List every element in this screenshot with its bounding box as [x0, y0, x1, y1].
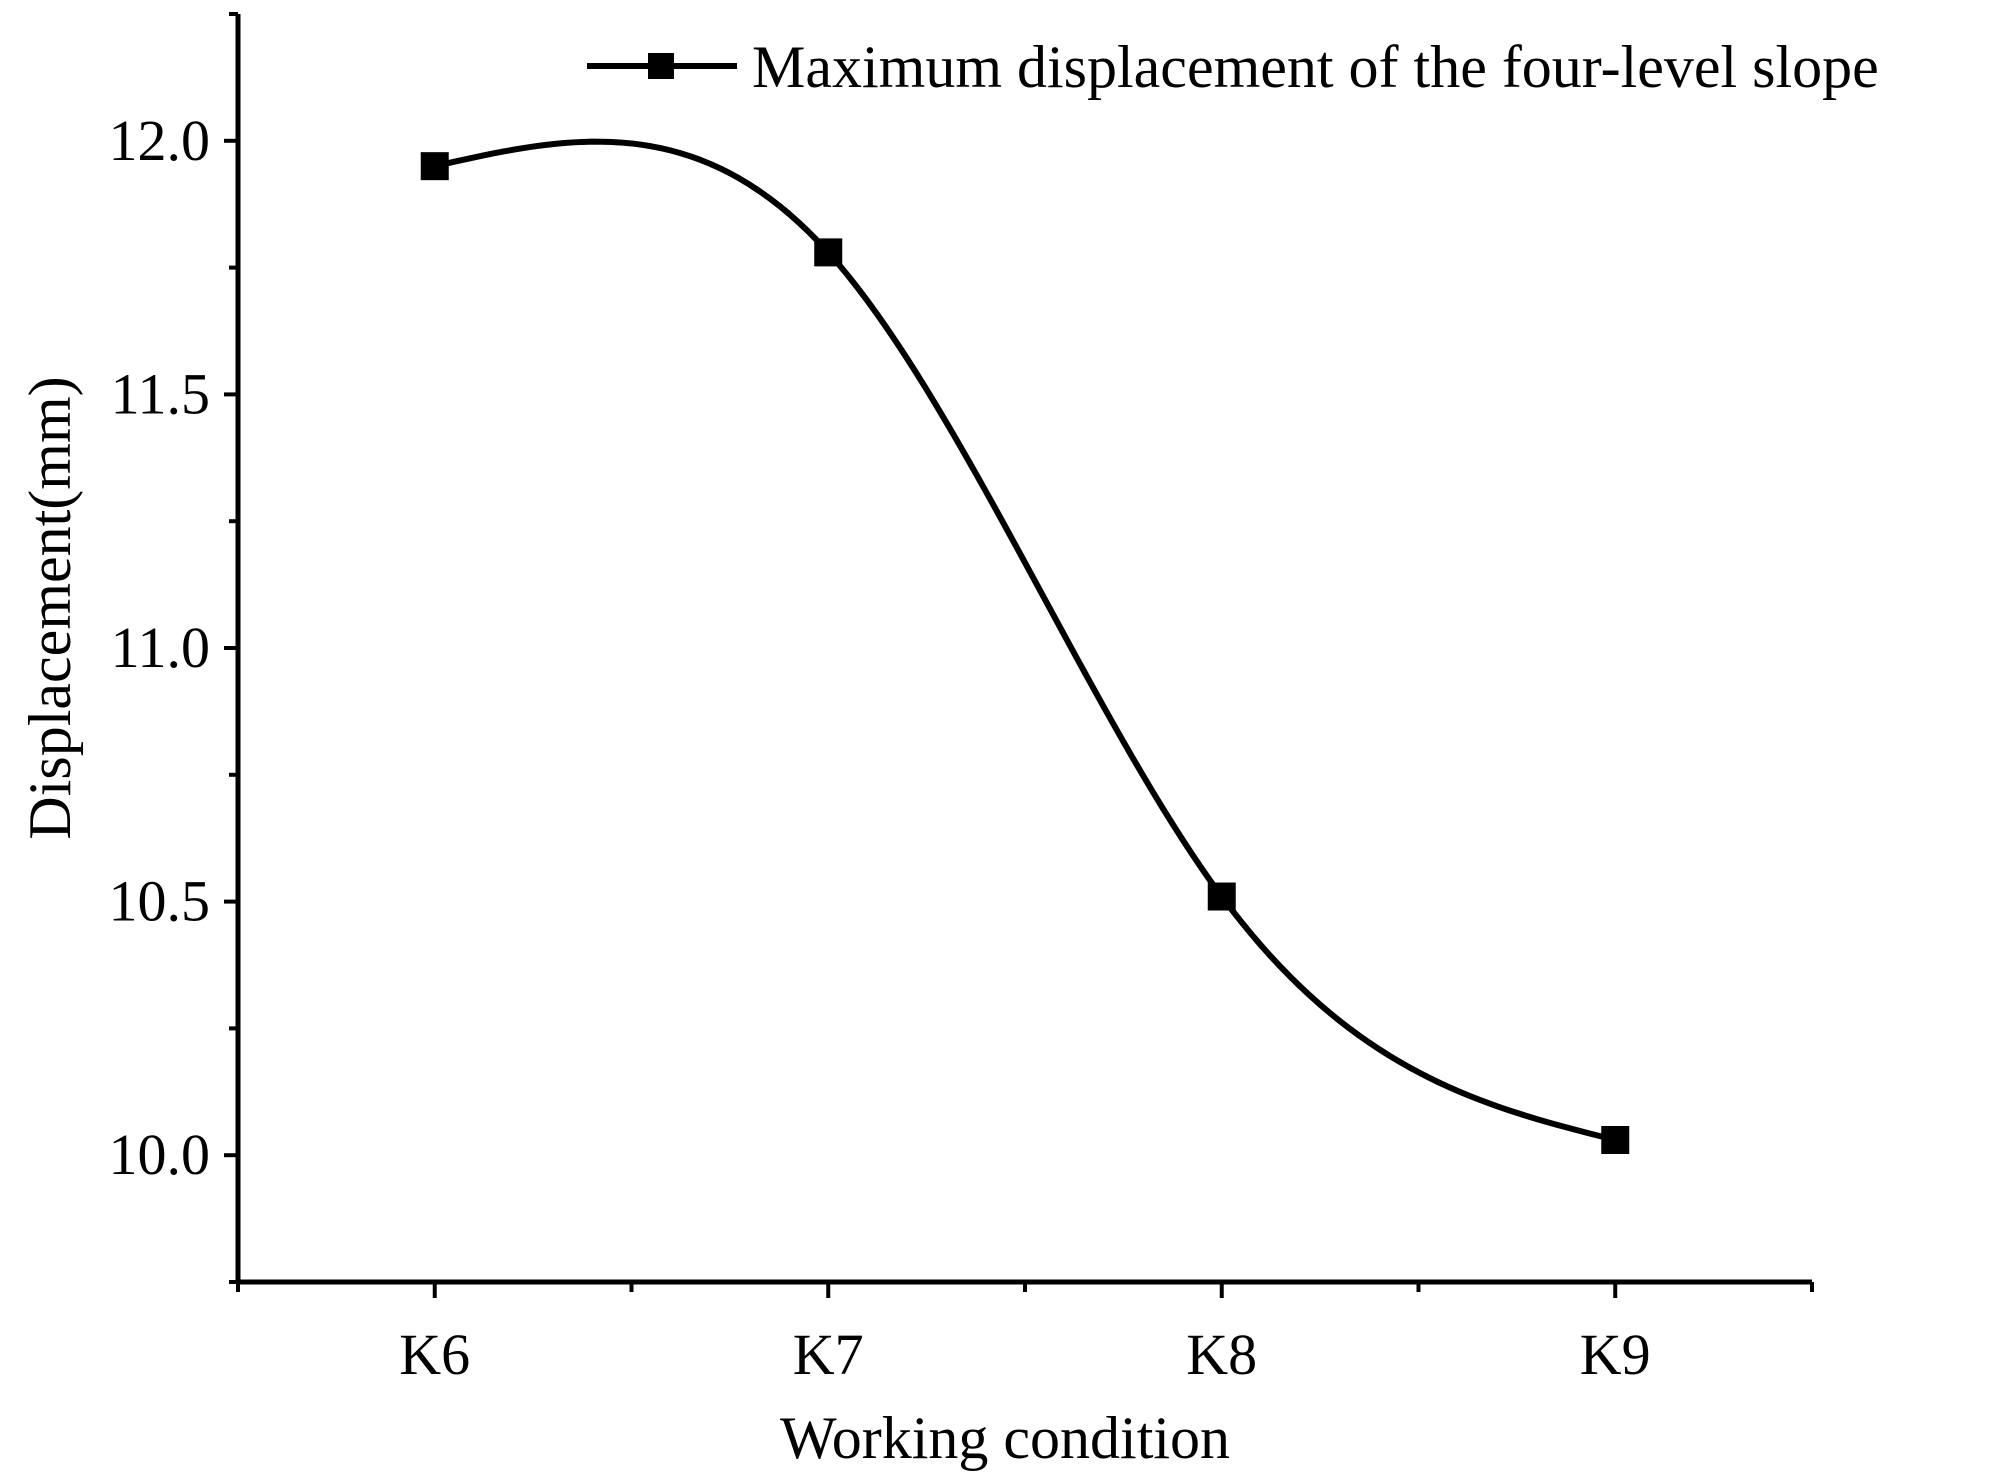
- x-tick-label: K9: [1580, 1322, 1651, 1387]
- data-point-marker: [814, 238, 843, 267]
- y-axis-ticks: 10.0 10.5 11.0 11.5 12.0: [109, 12, 238, 1284]
- data-point-marker: [420, 152, 449, 181]
- series-line: [434, 138, 1616, 1143]
- data-point-marker: [1207, 882, 1236, 911]
- data-point-marker: [1601, 1125, 1630, 1154]
- y-tick-label: 10.5: [109, 869, 211, 934]
- y-tick-label: 12.0: [109, 108, 211, 173]
- x-axis-title: Working condition: [780, 1405, 1230, 1471]
- y-tick-label: 10.0: [109, 1122, 211, 1187]
- y-tick-label: 11.5: [111, 361, 210, 426]
- x-tick-label: K6: [399, 1322, 470, 1387]
- x-tick-label: K7: [793, 1322, 864, 1387]
- x-tick-label: K8: [1186, 1322, 1257, 1387]
- legend: Maximum displacement of the four-level s…: [587, 34, 1879, 100]
- y-tick-label: 11.0: [111, 615, 210, 680]
- legend-marker-square: [648, 53, 674, 79]
- legend-label: Maximum displacement of the four-level s…: [752, 34, 1879, 100]
- y-axis-title: Displacement(mm): [17, 376, 83, 839]
- series-layer: [420, 138, 1630, 1154]
- axes: [235, 14, 1812, 1285]
- x-axis-ticks: K6 K7 K8 K9: [236, 1282, 1814, 1387]
